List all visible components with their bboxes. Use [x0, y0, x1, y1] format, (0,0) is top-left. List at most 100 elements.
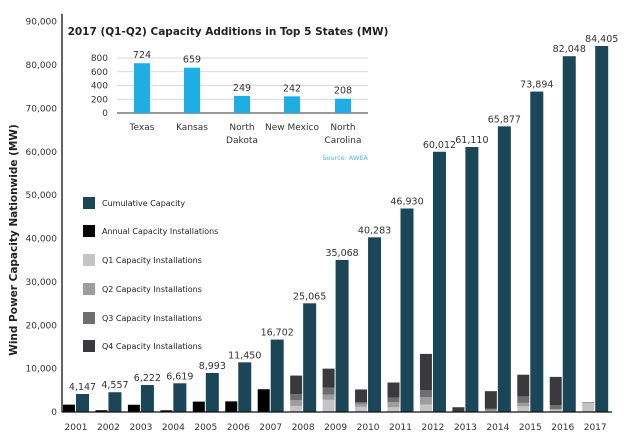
legend-swatch — [83, 254, 95, 266]
q3-bar — [322, 387, 335, 395]
x-tick-label: 2005 — [194, 423, 217, 433]
x-tick-label: 2010 — [357, 423, 380, 433]
q2-bar — [484, 409, 497, 412]
q3-bar — [484, 408, 497, 410]
data-label: 6,619 — [166, 371, 193, 382]
data-label: 4,147 — [69, 382, 96, 393]
q2-bar — [355, 403, 368, 407]
main-chart: 0 10,000 20,000 30,000 40,000 50,000 60,000 70,… — [8, 14, 618, 433]
q3-bar — [355, 402, 368, 404]
data-label: 8,993 — [199, 361, 226, 372]
y-tick-label: 50,000 — [26, 191, 58, 201]
annual-bar — [127, 404, 140, 412]
data-label: 84,405 — [585, 34, 618, 45]
x-tick-label: 2012 — [421, 423, 444, 433]
data-label: 73,894 — [520, 80, 553, 91]
q4-bar — [355, 389, 368, 403]
y-axis-title: Wind Power Capacity Nationwide (MW) — [8, 124, 20, 356]
source-note: Source: AWEA — [322, 154, 368, 162]
data-label: 35,068 — [325, 248, 358, 259]
y-tick-label: 40,000 — [26, 235, 58, 245]
y-tick-label: 90,000 — [26, 18, 58, 28]
data-label: 60,012 — [423, 140, 456, 151]
x-tick-label: 2002 — [97, 423, 120, 433]
data-label: 659 — [183, 55, 201, 66]
cumulative-bar — [238, 362, 252, 412]
q3-bar — [549, 405, 562, 409]
x-tick-label: 2017 — [584, 423, 607, 433]
cumulative-bar — [205, 373, 219, 412]
y-tick-label: 30,000 — [26, 278, 58, 288]
data-label: 16,702 — [261, 328, 294, 339]
cumulative-bar — [140, 385, 154, 412]
data-label: 208 — [334, 86, 352, 97]
legend-swatch — [83, 197, 95, 209]
x-tick-label: 2013 — [454, 423, 477, 433]
cumulative-bar — [173, 383, 187, 412]
q2-bar — [549, 408, 562, 410]
state-label: Kansas — [176, 123, 208, 133]
cumulative-bar — [595, 46, 609, 412]
legend-label: Q2 Capacity Installations — [102, 285, 202, 294]
y-tick-label: 10,000 — [26, 365, 58, 375]
legend-label: Cumulative Capacity — [102, 199, 185, 208]
cumulative-bar — [497, 126, 511, 412]
q4-bar — [452, 407, 465, 412]
inset-y-tick-label: 0 — [102, 109, 108, 119]
inset-y-tick-label: 600 — [91, 68, 108, 78]
q4-bar — [549, 376, 562, 406]
q3-bar — [290, 394, 303, 401]
q4-bar — [517, 374, 530, 397]
legend-swatch — [83, 283, 95, 295]
state-label: North — [229, 123, 254, 133]
annual-bar — [160, 410, 173, 412]
annual-bar — [95, 410, 108, 412]
q2-bar — [387, 402, 400, 408]
x-tick-label: 2009 — [324, 423, 347, 433]
cumulative-bar — [465, 147, 479, 412]
q1-bar — [549, 409, 562, 412]
state-bar — [134, 63, 150, 113]
cumulative-bar — [335, 259, 349, 412]
cumulative-bar — [76, 394, 89, 412]
q3-bar — [517, 396, 530, 403]
q2-bar — [517, 402, 530, 407]
data-label: 249 — [233, 83, 251, 94]
data-label: 242 — [283, 83, 301, 94]
x-tick-label: 2006 — [227, 423, 250, 433]
annual-bar — [257, 389, 270, 412]
state-label: New Mexico — [265, 123, 319, 133]
state-bar — [335, 98, 351, 113]
inset-background — [78, 17, 378, 167]
x-tick-label: 2016 — [551, 423, 574, 433]
data-label: 46,930 — [390, 197, 423, 208]
q2-bar — [322, 394, 335, 400]
q1-bar — [355, 406, 368, 412]
q4-bar — [290, 375, 303, 395]
annual-bar — [63, 404, 75, 412]
q4-bar — [419, 353, 432, 391]
data-label: 65,877 — [488, 114, 521, 125]
y-tick-label: 20,000 — [26, 321, 58, 331]
q1-bar — [290, 405, 303, 412]
data-label: 25,065 — [293, 291, 326, 302]
y-tick-label: 80,000 — [26, 61, 58, 71]
inset-y-tick-label: 400 — [91, 82, 108, 92]
q1-bar — [322, 399, 335, 412]
q2-bar — [290, 400, 303, 406]
x-tick-label: 2007 — [259, 423, 282, 433]
inset-title: 2017 (Q1-Q2) Capacity Additions in Top 5… — [68, 26, 389, 38]
annual-bar — [192, 401, 205, 412]
data-label: 82,048 — [553, 44, 586, 55]
q1-bar — [517, 406, 530, 412]
y-tick-label: 60,000 — [26, 148, 58, 158]
q1-bar — [419, 404, 432, 412]
cumulative-bar — [530, 91, 544, 412]
cumulative-bar — [400, 208, 414, 412]
q4-bar — [387, 382, 400, 398]
inset-chart: 2017 (Q1-Q2) Capacity Additions in Top 5… — [68, 17, 389, 167]
state-bar — [234, 95, 250, 113]
legend-label: Q3 Capacity Installations — [102, 314, 202, 323]
cumulative-bar — [108, 392, 122, 412]
legend-swatch — [83, 225, 95, 237]
